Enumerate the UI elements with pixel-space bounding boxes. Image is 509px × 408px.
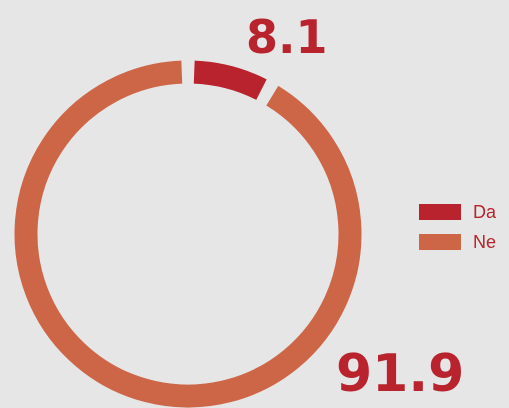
legend-swatch-ne <box>419 234 461 250</box>
legend-item-ne[interactable]: Ne <box>419 232 496 252</box>
legend-swatch-da <box>419 204 461 220</box>
legend-label-ne: Ne <box>473 231 497 252</box>
legend-item-da[interactable]: Da <box>419 202 496 222</box>
legend-label-da: Da <box>473 201 497 222</box>
donut-slice-da[interactable] <box>193 60 267 100</box>
donut-slice-ne[interactable] <box>14 60 362 408</box>
slice-label-ne: 91.9 <box>336 344 465 404</box>
legend: Da Ne <box>419 202 496 262</box>
slice-label-da: 8.1 <box>246 10 328 64</box>
